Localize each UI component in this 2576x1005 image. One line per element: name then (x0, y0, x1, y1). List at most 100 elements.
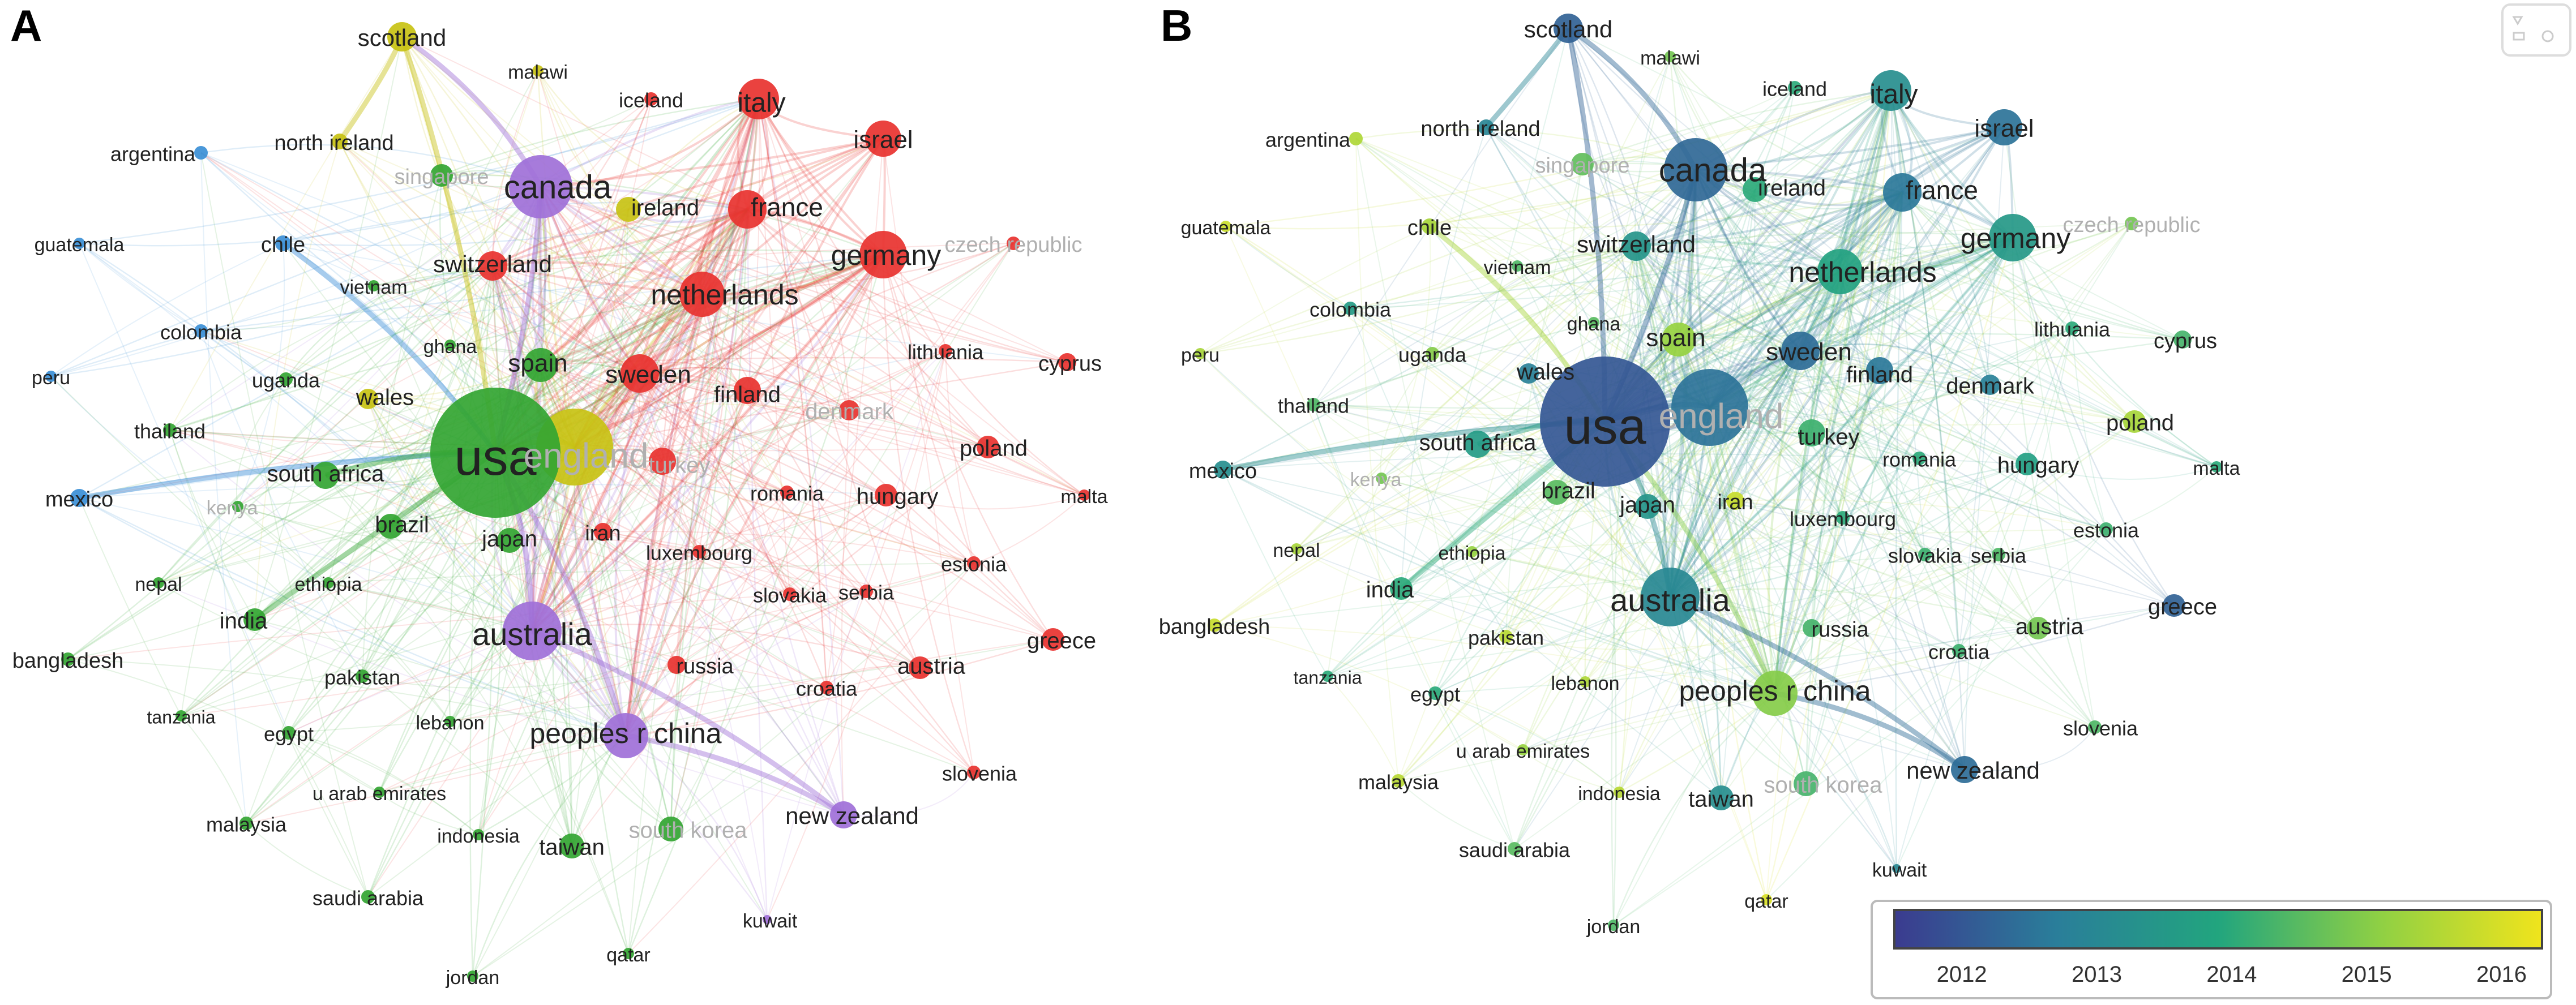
panel-b-node-england[interactable] (1671, 369, 1748, 446)
panel-a-node-serbia[interactable] (859, 585, 873, 598)
panel-a-node-hungary[interactable] (875, 484, 897, 506)
panel-b-node-switzerland[interactable] (1621, 231, 1651, 261)
panel-b-node-iran[interactable] (1726, 492, 1744, 510)
panel-a-node-new-zealand[interactable] (830, 801, 857, 828)
panel-a-node-australia[interactable] (503, 602, 562, 660)
panel-b-node-luxembourg[interactable] (1836, 511, 1850, 525)
panel-b-node-ghana[interactable] (1588, 317, 1599, 328)
panel-b-node-uganda[interactable] (1426, 347, 1439, 360)
panel-a-node-denmark[interactable] (839, 400, 859, 420)
panel-b-node-malaysia[interactable] (1392, 774, 1405, 788)
panel-b-node-taiwan[interactable] (1709, 785, 1734, 810)
panel-a-node-kuwait[interactable] (763, 915, 772, 924)
panel-b-node-slovenia[interactable] (2088, 720, 2102, 734)
panel-a-node-malawi[interactable] (532, 65, 544, 76)
panel-b-node-brazil[interactable] (1544, 480, 1569, 505)
panel-b-node-saudi-arabia[interactable] (1508, 842, 1521, 856)
panel-b-node-vietnam[interactable] (1512, 260, 1523, 272)
panel-b-node-greece[interactable] (2163, 594, 2185, 617)
panel-b-node-austria[interactable] (2027, 617, 2049, 639)
panel-a-node-colombia[interactable] (194, 324, 208, 338)
panel-a-node-pakistan[interactable] (356, 669, 369, 683)
panel-a-node-kenya[interactable] (232, 501, 243, 512)
panel-b-node-scotland[interactable] (1554, 14, 1583, 43)
panel-a-node-ghana[interactable] (444, 340, 456, 351)
panel-b-node-slovakia[interactable] (1918, 548, 1932, 561)
panel-b-node-estonia[interactable] (2099, 522, 2113, 536)
panel-b-node-italy[interactable] (1871, 70, 1911, 111)
panel-b-node-czech-republic[interactable] (2125, 217, 2138, 230)
panel-a-node-malaysia[interactable] (239, 817, 253, 830)
panel-a-node-singapore[interactable] (430, 164, 453, 187)
panel-b-node-argentina[interactable] (1349, 132, 1363, 145)
panel-a-node-bangladesh[interactable] (61, 652, 75, 666)
panel-a-node-france[interactable] (728, 190, 767, 229)
panel-a-node-u-arab-emirates[interactable] (374, 787, 385, 798)
panel-a-node-cyprus[interactable] (1058, 353, 1076, 371)
panel-a-node-south-korea[interactable] (658, 817, 683, 841)
panel-a-node-iceland[interactable] (644, 92, 658, 106)
panel-b-node-malta[interactable] (2211, 461, 2222, 473)
panel-b-node-ireland[interactable] (1743, 177, 1768, 202)
panel-b-node-netherlands[interactable] (1817, 249, 1863, 294)
panel-a-node-canada[interactable] (509, 155, 572, 218)
panel-a-node-slovenia[interactable] (967, 766, 981, 779)
panel-a-node-italy[interactable] (738, 79, 779, 119)
panel-b-node-poland[interactable] (2123, 410, 2146, 433)
panel-a-node-egypt[interactable] (282, 726, 296, 740)
panel-a-node-wales[interactable] (358, 389, 378, 409)
panel-b-node-jordan[interactable] (1608, 920, 1619, 931)
panel-b-node-south-korea[interactable] (1794, 771, 1818, 796)
panel-a-node-qatar[interactable] (623, 948, 634, 959)
panel-b-node-qatar[interactable] (1761, 894, 1772, 905)
panel-b-node-australia[interactable] (1641, 568, 1700, 626)
panel-a-node-slovakia[interactable] (783, 587, 797, 601)
panel-b-node-peoples-r-china[interactable] (1752, 671, 1798, 716)
panel-b-node-colombia[interactable] (1343, 302, 1357, 315)
panel-a-node-peru[interactable] (45, 371, 57, 382)
panel-b-node-japan[interactable] (1635, 494, 1660, 519)
panel-b-node-kenya[interactable] (1376, 473, 1387, 484)
panel-a-node-peoples-r-china[interactable] (603, 713, 648, 758)
panel-a-node-scotland[interactable] (387, 22, 417, 51)
panel-a-node-mexico[interactable] (70, 489, 88, 507)
panel-a-node-turkey[interactable] (649, 448, 676, 475)
panel-a-node-romania[interactable] (780, 486, 794, 499)
panel-a-node-india[interactable] (243, 608, 266, 631)
panel-b-node-iceland[interactable] (1788, 81, 1802, 95)
panel-b-node-turkey[interactable] (1798, 419, 1825, 446)
panel-a-node-jordan[interactable] (467, 970, 478, 982)
panel-a-node-netherlands[interactable] (679, 272, 725, 317)
panel-a-node-brazil[interactable] (378, 514, 403, 539)
panel-a-node-tanzania[interactable] (176, 710, 187, 721)
panel-b-node-tanzania[interactable] (1322, 671, 1333, 682)
panel-a-node-switzerland[interactable] (478, 251, 507, 281)
panel-b-node-kuwait[interactable] (1892, 864, 1901, 873)
panel-a-node-lithuania[interactable] (939, 344, 952, 358)
panel-b-node-sweden[interactable] (1781, 332, 1820, 370)
panel-b-node-egypt[interactable] (1428, 686, 1442, 700)
panel-b-node-spain[interactable] (1662, 323, 1696, 357)
panel-a-node-chile[interactable] (275, 235, 291, 251)
toolbar-corner-icon[interactable] (2501, 3, 2571, 57)
panel-a-node-austria[interactable] (909, 656, 931, 679)
panel-b-node-thailand[interactable] (1307, 398, 1320, 411)
panel-b-node-new-zealand[interactable] (1951, 756, 1978, 783)
panel-b-node-mexico[interactable] (1214, 461, 1232, 479)
panel-b-node-romania[interactable] (1912, 452, 1926, 465)
panel-b-node-germany[interactable] (1989, 214, 2036, 261)
panel-b-node-cyprus[interactable] (2173, 330, 2192, 349)
panel-a-node-guatemala[interactable] (74, 238, 85, 249)
panel-b-node-lithuania[interactable] (2065, 321, 2079, 335)
panel-a-node-israel[interactable] (865, 121, 901, 157)
panel-b-node-ethiopia[interactable] (1466, 546, 1478, 557)
panel-a-node-saudi-arabia[interactable] (361, 890, 375, 904)
panel-a-node-luxembourg[interactable] (692, 545, 706, 559)
panel-a-node-vietnam[interactable] (368, 280, 379, 291)
panel-a-node-germany[interactable] (859, 231, 907, 278)
panel-a-node-poland[interactable] (977, 436, 999, 458)
panel-b-node-chile[interactable] (1422, 218, 1437, 234)
panel-b-node-peru[interactable] (1195, 348, 1206, 359)
panel-a-node-iran[interactable] (594, 523, 612, 541)
panel-b-node-bangladesh[interactable] (1208, 619, 1221, 632)
